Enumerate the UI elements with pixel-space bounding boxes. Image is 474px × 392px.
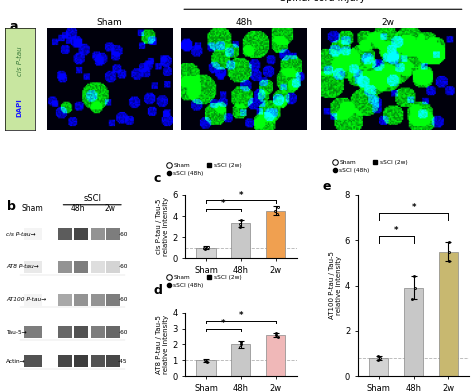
Bar	[91, 229, 105, 240]
Bar	[58, 327, 72, 338]
Bar	[24, 229, 42, 240]
Title: Sham: Sham	[96, 18, 122, 27]
Text: AT8 P-tau→: AT8 P-tau→	[6, 265, 39, 269]
Text: Tau-5→: Tau-5→	[6, 330, 27, 335]
Title: 2w: 2w	[382, 18, 394, 27]
Bar	[404, 288, 423, 376]
Text: *: *	[411, 203, 416, 212]
Bar	[24, 327, 42, 338]
Text: *: *	[394, 226, 398, 235]
Text: Sham: Sham	[22, 204, 44, 213]
Bar	[58, 261, 72, 273]
Text: 2w: 2w	[104, 204, 116, 213]
Text: -60: -60	[118, 330, 128, 335]
Bar	[196, 360, 216, 376]
Legend: Sham, sSCI (48h), sSCI (2w): Sham, sSCI (48h), sSCI (2w)	[164, 272, 244, 290]
Bar	[106, 327, 120, 338]
Text: *: *	[221, 199, 226, 208]
Legend: Sham, sSCI (48h), sSCI (2w): Sham, sSCI (48h), sSCI (2w)	[164, 161, 244, 178]
Text: *: *	[238, 191, 243, 200]
Text: *: *	[238, 311, 243, 320]
Text: -60: -60	[118, 297, 128, 302]
Bar	[106, 294, 120, 305]
Bar	[91, 261, 105, 273]
Bar	[439, 252, 458, 376]
Bar	[74, 356, 89, 367]
Bar	[231, 223, 250, 258]
Bar	[58, 294, 72, 305]
Text: e: e	[322, 180, 331, 193]
Text: cis P-tau: cis P-tau	[17, 46, 23, 76]
Y-axis label: cis P-tau / Tau-5
relative intensity: cis P-tau / Tau-5 relative intensity	[156, 197, 169, 256]
Bar	[231, 345, 250, 376]
Bar	[74, 229, 89, 240]
Legend: Sham, sSCI (48h), sSCI (2w): Sham, sSCI (48h), sSCI (2w)	[329, 158, 410, 176]
Text: -45: -45	[118, 359, 128, 364]
Y-axis label: AT100 P-tau / Tau-5
relative intensity: AT100 P-tau / Tau-5 relative intensity	[328, 252, 342, 319]
Text: DAPI: DAPI	[17, 98, 23, 117]
Bar	[58, 356, 72, 367]
Bar	[106, 356, 120, 367]
Bar	[91, 294, 105, 305]
Bar	[91, 356, 105, 367]
Title: 48h: 48h	[236, 18, 253, 27]
Bar	[24, 294, 42, 305]
Text: AT100 P-tau→: AT100 P-tau→	[6, 297, 46, 302]
Bar	[106, 261, 120, 273]
Text: Actin→: Actin→	[6, 359, 26, 364]
Bar	[24, 356, 42, 367]
Text: cis P-tau→: cis P-tau→	[6, 232, 36, 237]
Bar	[58, 229, 72, 240]
Bar	[91, 327, 105, 338]
Bar	[74, 261, 89, 273]
Bar	[369, 358, 388, 376]
Text: Spinal cord injury: Spinal cord injury	[280, 0, 365, 3]
Bar	[266, 335, 285, 376]
Bar	[74, 327, 89, 338]
Text: b: b	[7, 200, 16, 213]
Bar	[74, 294, 89, 305]
Text: c: c	[154, 172, 161, 185]
Text: d: d	[154, 284, 163, 297]
Y-axis label: AT8 P-tau / Tau-5
relative intensity: AT8 P-tau / Tau-5 relative intensity	[156, 315, 169, 374]
Bar	[106, 229, 120, 240]
Bar	[266, 211, 285, 258]
Bar	[196, 248, 216, 258]
Text: *: *	[221, 319, 226, 328]
Text: -60: -60	[118, 232, 128, 237]
Bar	[24, 261, 42, 273]
Text: sSCI: sSCI	[83, 194, 101, 203]
Text: a: a	[9, 20, 18, 33]
Text: -60: -60	[118, 265, 128, 269]
Text: 48h: 48h	[71, 204, 85, 213]
